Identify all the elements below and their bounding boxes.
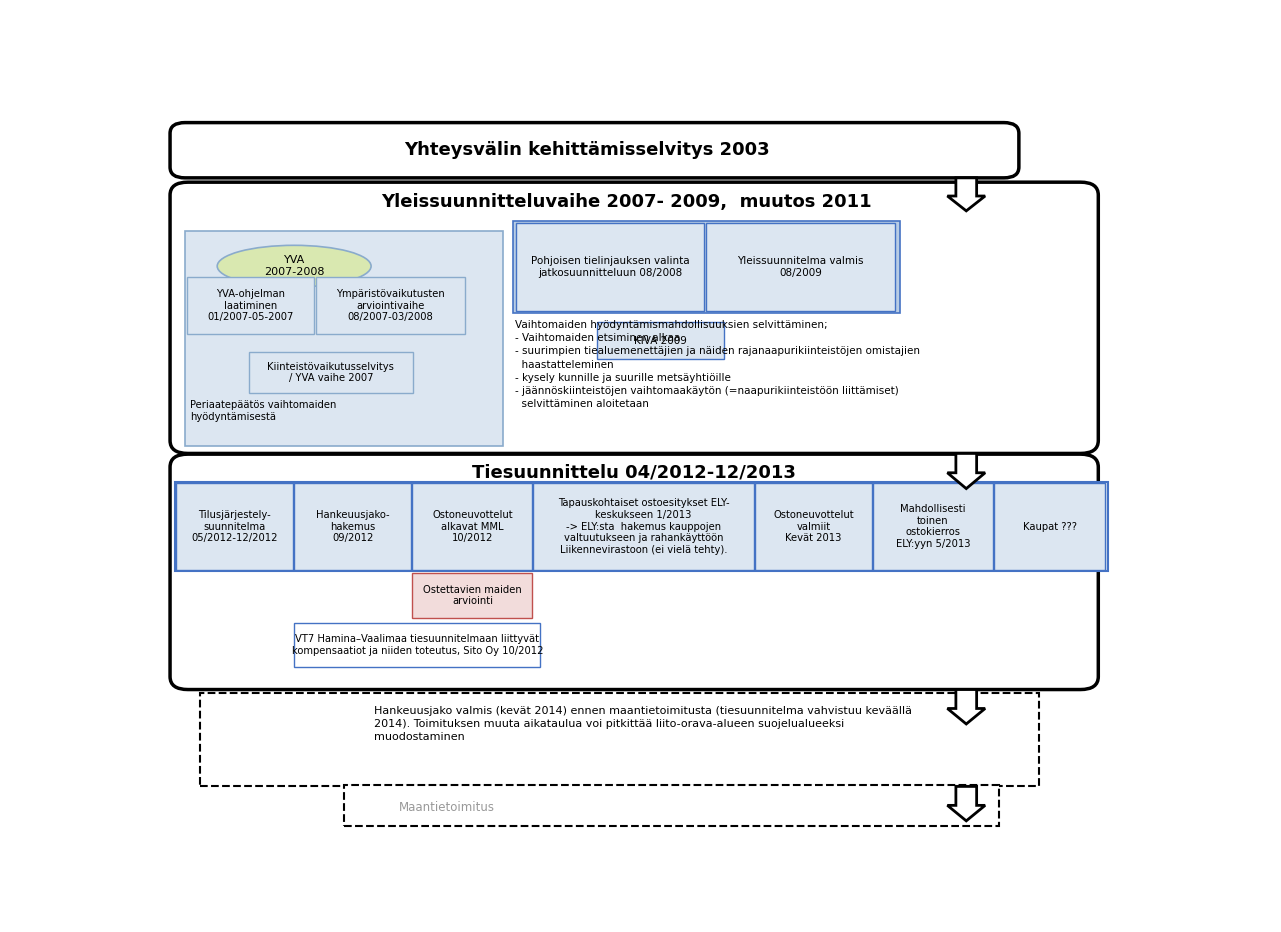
FancyBboxPatch shape [175,482,1108,571]
Polygon shape [948,454,985,488]
Text: YVA
2007-2008: YVA 2007-2008 [264,255,324,277]
FancyBboxPatch shape [533,483,753,570]
Text: Ostettavien maiden
arviointi: Ostettavien maiden arviointi [424,584,523,607]
FancyBboxPatch shape [412,483,533,570]
Ellipse shape [218,245,371,287]
Text: Pohjoisen tielinjauksen valinta
jatkosuunnitteluun 08/2008: Pohjoisen tielinjauksen valinta jatkosuu… [530,256,689,278]
Text: Mahdollisesti
toinen
ostokierros
ELY:yyn 5/2013: Mahdollisesti toinen ostokierros ELY:yyn… [895,504,970,549]
FancyBboxPatch shape [412,572,533,618]
FancyBboxPatch shape [175,483,293,570]
Text: Yhteysvälin kehittämisselvitys 2003: Yhteysvälin kehittämisselvitys 2003 [405,141,770,158]
FancyBboxPatch shape [170,454,1098,690]
Text: Tiesuunnittelu 04/2012-12/2013: Tiesuunnittelu 04/2012-12/2013 [471,463,796,481]
Text: Ostoneuvottelut
alkavat MML
10/2012: Ostoneuvottelut alkavat MML 10/2012 [432,510,512,543]
FancyBboxPatch shape [597,322,724,360]
Text: Hankeuusjako-
hakemus
09/2012: Hankeuusjako- hakemus 09/2012 [316,510,389,543]
Text: Kiinteistövaikutusselvitys
/ YVA vaihe 2007: Kiinteistövaikutusselvitys / YVA vaihe 2… [268,362,395,383]
FancyBboxPatch shape [994,483,1106,570]
FancyBboxPatch shape [316,277,465,335]
FancyBboxPatch shape [250,351,414,393]
FancyBboxPatch shape [295,623,541,667]
Text: Tilusjärjestely-
suunnitelma
05/2012-12/2012: Tilusjärjestely- suunnitelma 05/2012-12/… [191,510,278,543]
Polygon shape [948,787,985,821]
FancyBboxPatch shape [170,182,1098,454]
Text: Yleissuunnitteluvaihe 2007- 2009,  muutos 2011: Yleissuunnitteluvaihe 2007- 2009, muutos… [382,193,872,211]
FancyBboxPatch shape [872,483,993,570]
FancyBboxPatch shape [512,221,899,313]
Text: Maantietoimitus: Maantietoimitus [398,801,494,814]
Text: Hankeuusjako valmis (kevät 2014) ennen maantietoimitusta (tiesuunnitelma vahvist: Hankeuusjako valmis (kevät 2014) ennen m… [374,706,912,743]
FancyBboxPatch shape [706,223,894,310]
FancyBboxPatch shape [184,231,502,446]
FancyBboxPatch shape [170,123,1018,178]
FancyBboxPatch shape [200,693,1039,787]
Text: Tapauskohtaiset ostoesitykset ELY-
keskukseen 1/2013
-> ELY:sta  hakemus kauppoj: Tapauskohtaiset ostoesitykset ELY- kesku… [557,499,729,555]
Text: VT7 Hamina–Vaalimaa tiesuunnitelmaan liittyvät
kompensaatiot ja niiden toteutus,: VT7 Hamina–Vaalimaa tiesuunnitelmaan lii… [292,635,543,656]
Text: Ostoneuvottelut
valmiit
Kevät 2013: Ostoneuvottelut valmiit Kevät 2013 [772,510,853,543]
Text: Yleissuunnitelma valmis
08/2009: Yleissuunnitelma valmis 08/2009 [737,256,863,278]
Text: YVA-ohjelman
laatiminen
01/2007-05-2007: YVA-ohjelman laatiminen 01/2007-05-2007 [208,289,293,322]
FancyBboxPatch shape [295,483,411,570]
FancyBboxPatch shape [515,223,705,310]
FancyBboxPatch shape [755,483,872,570]
Text: Kaupat ???: Kaupat ??? [1022,522,1076,531]
FancyBboxPatch shape [187,277,314,335]
Text: Periaatepäätös vaihtomaiden
hyödyntämisestä: Periaatepäätös vaihtomaiden hyödyntämise… [190,401,337,422]
Text: Vaihtomaiden hyödyntämismahdollisuuksien selvittäminen;
- Vaihtomaiden etsiminen: Vaihtomaiden hyödyntämismahdollisuuksien… [515,320,920,409]
FancyBboxPatch shape [343,785,999,826]
Text: KIVA 2009: KIVA 2009 [634,336,687,346]
Polygon shape [948,690,985,724]
Text: Ympäristövaikutusten
arviointivaihe
08/2007-03/2008: Ympäristövaikutusten arviointivaihe 08/2… [336,289,445,322]
Polygon shape [948,178,985,211]
